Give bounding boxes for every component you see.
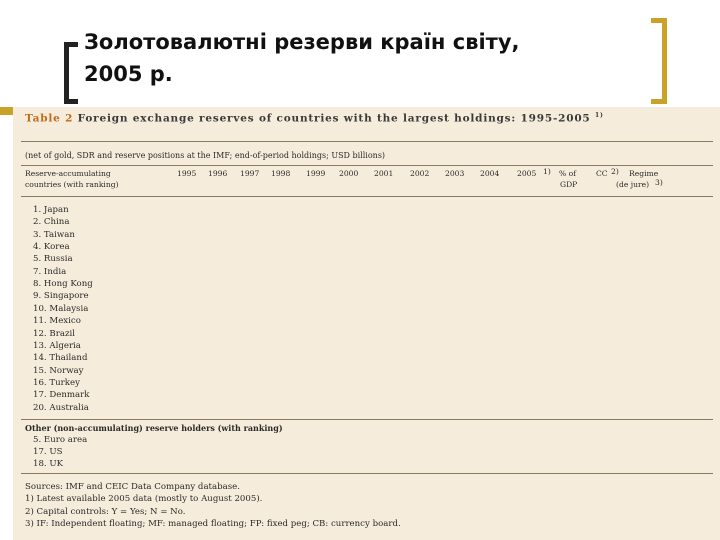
footnote: 1) Latest available 2005 data (mostly to… <box>25 494 263 505</box>
header-cc: CC <box>596 169 608 178</box>
side-accent-mark <box>0 107 13 115</box>
section-rule <box>21 419 713 420</box>
header-cc-footnote: 2) <box>611 167 619 176</box>
header-year: 2004 <box>480 169 500 178</box>
notes-rule <box>21 473 713 474</box>
country-name: 5. Euro area <box>33 435 88 445</box>
slide-title-line1: Золотовалютні резерви країн світу, <box>84 30 520 54</box>
header-country-line1: Reserve-accumulating <box>25 169 111 178</box>
slide-title-line2: 2005 р. <box>84 62 173 86</box>
country-name: 20. Australia <box>33 402 89 413</box>
header-year: 1998 <box>271 169 291 178</box>
header-regime-line2: (de jure) <box>616 180 650 189</box>
footnote: 2) Capital controls: Y = Yes; N = No. <box>25 506 186 517</box>
header-pct-line2: GDP <box>560 180 578 189</box>
header-bottom-rule <box>21 196 713 197</box>
country-name: 17. Denmark <box>33 390 90 401</box>
country-name: 17. US <box>33 447 63 458</box>
header-year: 2000 <box>339 169 359 178</box>
header-year: 1996 <box>208 169 228 178</box>
reserves-table-panel: Table 2 Foreign exchange reserves of cou… <box>13 107 720 540</box>
country-name: 5. Russia <box>33 254 73 265</box>
country-name: 13. Algeria <box>33 340 81 351</box>
header-year: 2001 <box>374 169 394 178</box>
top-rule <box>21 141 713 142</box>
header-year: 1999 <box>306 169 326 178</box>
slide-title: Золотовалютні резерви країн світу, 2005 … <box>84 26 624 90</box>
country-name: 11. Mexico <box>33 316 81 327</box>
table-subtitle: (net of gold, SDR and reserve positions … <box>25 151 386 160</box>
country-name: 4. Korea <box>33 242 70 253</box>
country-name: 7. India <box>33 266 67 277</box>
table-title-text: Foreign exchange reserves of countries w… <box>77 112 591 125</box>
header-pct-line1: % of <box>559 169 577 178</box>
header-top-rule <box>21 165 713 166</box>
footnote: 3) IF: Independent floating; MF: managed… <box>25 518 401 529</box>
table-title-footnote: 1) <box>595 112 604 119</box>
country-name: 12. Brazil <box>33 328 75 339</box>
footnote: Sources: IMF and CEIC Data Company datab… <box>25 482 240 492</box>
other-holders-heading: Other (non-accumulating) reserve holders… <box>25 423 283 433</box>
table-title: Table 2 Foreign exchange reserves of cou… <box>25 112 604 125</box>
header-year: 1995 <box>177 169 197 178</box>
country-name: 8. Hong Kong <box>33 279 93 290</box>
header-country-line2: countries (with ranking) <box>25 180 119 189</box>
header-regime-line1: Regime <box>629 169 659 178</box>
country-name: 3. Taiwan <box>33 229 75 240</box>
country-name: 15. Norway <box>33 365 84 376</box>
header-2005-footnote: 1) <box>543 167 551 176</box>
country-name: 2. China <box>33 217 70 228</box>
header-year: 1997 <box>240 169 260 178</box>
country-name: 1. Japan <box>33 205 69 215</box>
header-year: 2005 <box>517 169 537 178</box>
country-name: 10. Malaysia <box>33 303 89 314</box>
header-regime-footnote: 3) <box>655 178 663 187</box>
country-name: 18. UK <box>33 459 64 470</box>
right-bracket-decoration <box>651 18 667 104</box>
table-number: Table 2 <box>25 112 74 125</box>
country-name: 9. Singapore <box>33 291 89 302</box>
header-year: 2002 <box>410 169 430 178</box>
country-name: 14. Thailand <box>33 353 88 364</box>
header-year: 2003 <box>445 169 465 178</box>
left-bracket-decoration <box>64 42 78 104</box>
country-name: 16. Turkey <box>33 377 80 388</box>
